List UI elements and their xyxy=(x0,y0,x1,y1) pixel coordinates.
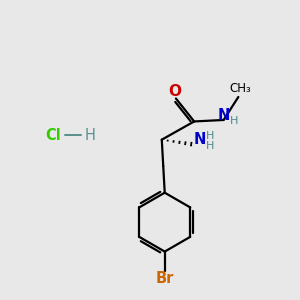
Text: H: H xyxy=(206,141,214,151)
Text: Br: Br xyxy=(155,271,174,286)
Text: N: N xyxy=(218,108,230,123)
Text: H: H xyxy=(206,131,214,141)
Text: N: N xyxy=(193,132,206,147)
Text: H: H xyxy=(230,116,238,126)
Text: CH₃: CH₃ xyxy=(229,82,251,95)
Text: Cl: Cl xyxy=(45,128,61,143)
Text: O: O xyxy=(168,85,181,100)
Text: H: H xyxy=(85,128,96,143)
